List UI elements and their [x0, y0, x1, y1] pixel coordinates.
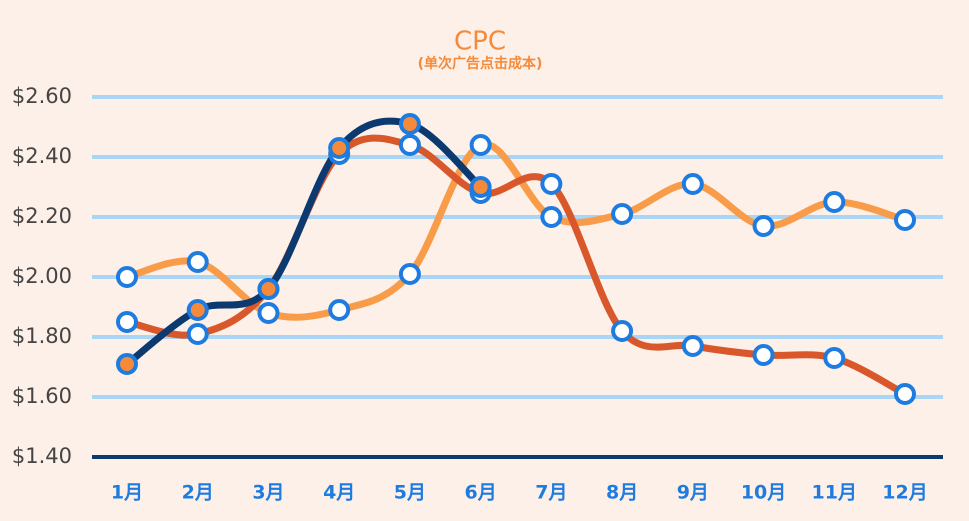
chart-subtitle: (单次广告点击成本) — [418, 55, 543, 72]
data-point — [823, 191, 846, 213]
x-tick-label: 11月 — [812, 482, 857, 504]
x-tick-label: 10月 — [741, 482, 786, 504]
x-tick-label: 9月 — [677, 482, 709, 504]
y-tick-label: $2.40 — [12, 144, 72, 168]
data-point — [257, 302, 280, 324]
chart-title: CPC — [454, 27, 506, 57]
data-point — [752, 344, 775, 366]
data-point — [611, 320, 634, 342]
data-point — [116, 311, 138, 333]
data-point — [328, 299, 351, 321]
data-point — [398, 113, 421, 135]
data-point — [186, 323, 209, 345]
y-tick-label: $2.20 — [12, 204, 72, 228]
y-tick-label: $1.40 — [12, 444, 72, 468]
x-tick-label: 3月 — [252, 482, 284, 504]
data-point — [116, 266, 138, 288]
data-point — [681, 173, 704, 195]
data-point — [752, 215, 775, 237]
y-tick-label: $2.60 — [12, 84, 72, 108]
x-tick-label: 7月 — [535, 482, 567, 504]
data-point — [469, 176, 492, 198]
data-point — [540, 173, 563, 195]
y-tick-label: $1.60 — [12, 384, 72, 408]
y-tick-label: $2.00 — [12, 264, 72, 288]
data-point — [894, 383, 916, 405]
data-point — [116, 353, 138, 375]
x-tick-label: 8月 — [606, 482, 638, 504]
data-point — [186, 251, 209, 273]
data-point — [186, 299, 209, 321]
data-point — [894, 209, 916, 231]
x-tick-label: 5月 — [394, 482, 426, 504]
data-point — [681, 335, 704, 357]
y-tick-label: $1.80 — [12, 324, 72, 348]
x-tick-label: 1月 — [111, 482, 143, 504]
data-point — [328, 137, 351, 159]
x-tick-label: 12月 — [882, 482, 927, 504]
data-point — [823, 347, 846, 369]
data-point — [398, 263, 421, 285]
data-point — [469, 134, 492, 156]
x-tick-label: 2月 — [182, 482, 214, 504]
data-point — [257, 278, 280, 300]
data-point — [540, 206, 563, 228]
x-tick-label: 6月 — [465, 482, 497, 504]
x-tick-label: 4月 — [323, 482, 355, 504]
data-point — [398, 134, 421, 156]
data-point — [611, 203, 634, 225]
